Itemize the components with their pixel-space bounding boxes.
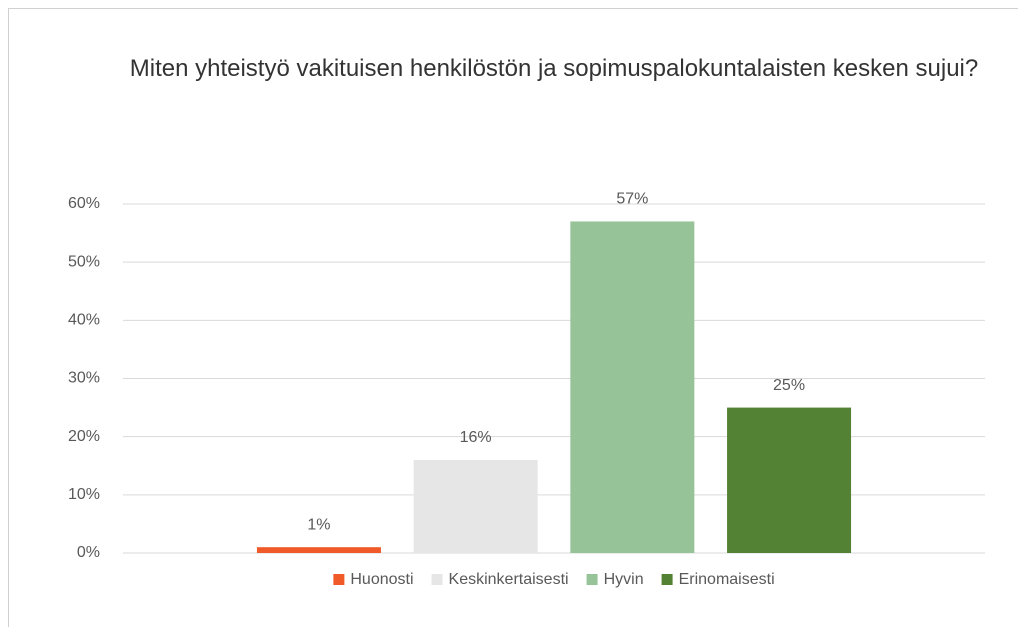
y-tick-label: 40% <box>68 312 100 329</box>
y-tick-label: 10% <box>68 486 100 503</box>
chart-border <box>8 8 1018 627</box>
legend-swatch <box>586 574 598 585</box>
legend-label: Keskinkertaisesti <box>449 571 569 588</box>
bar <box>727 407 852 553</box>
legend-label: Huonosti <box>350 571 413 588</box>
data-label: 25% <box>773 377 805 394</box>
legend-label: Erinomaisesti <box>679 571 775 588</box>
bar <box>256 547 381 553</box>
legend-swatch <box>661 574 673 585</box>
data-label: 1% <box>307 516 330 533</box>
bar <box>413 459 538 553</box>
data-label: 57% <box>616 191 648 208</box>
y-tick-label: 60% <box>68 195 100 212</box>
data-label: 16% <box>460 429 492 446</box>
y-tick-label: 30% <box>68 370 100 387</box>
chart-title: Miten yhteistyö vakituisen henkilöstön j… <box>129 55 979 82</box>
legend-label: Hyvin <box>604 571 644 588</box>
legend-swatch <box>333 574 345 585</box>
y-tick-label: 50% <box>68 253 100 270</box>
y-tick-label: 0% <box>77 544 100 561</box>
bar <box>570 221 695 553</box>
y-tick-label: 20% <box>68 428 100 445</box>
legend-swatch <box>431 574 443 585</box>
